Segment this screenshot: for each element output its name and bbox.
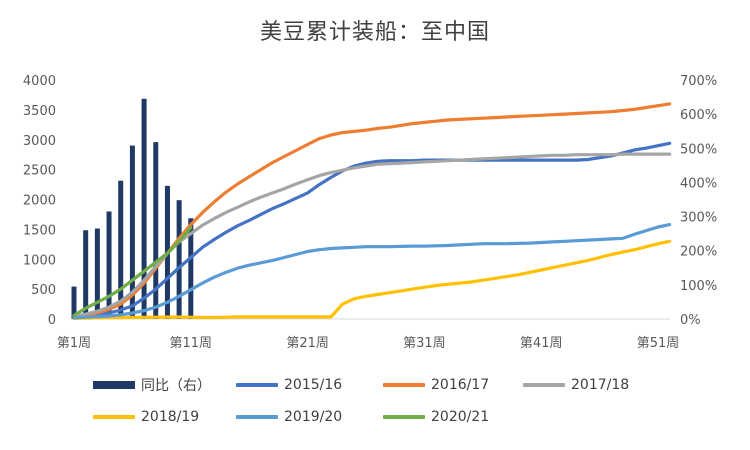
- x-tick-label: 第21周: [286, 336, 329, 351]
- y-left-tick-label: 2000: [23, 194, 56, 209]
- y-right-tick-label: 300%: [680, 211, 717, 226]
- chart-title: 美豆累计装船：至中国: [259, 20, 490, 45]
- y-right-tick-label: 0%: [680, 313, 701, 328]
- legend-label: 2015/16: [284, 377, 343, 393]
- legend-swatch: [523, 383, 565, 387]
- bar-yoy: [129, 145, 135, 319]
- y-left-tick-label: 4000: [23, 74, 56, 89]
- y-left-tick-label: 0: [48, 313, 56, 328]
- legend-item: 同比（右）: [93, 374, 211, 396]
- bar-yoy: [106, 211, 112, 319]
- legend-swatch: [93, 415, 135, 419]
- legend-label: 2016/17: [431, 377, 490, 393]
- bar-yoy: [176, 200, 182, 319]
- bar-yoy: [118, 180, 124, 319]
- bar-yoy: [153, 142, 159, 319]
- y-left-tick-label: 3000: [23, 134, 56, 149]
- legend-label: 同比（右）: [141, 378, 211, 394]
- legend-swatch: [236, 415, 278, 419]
- y-left-tick-label: 1000: [23, 253, 56, 268]
- legend-item: 2016/17: [383, 374, 489, 396]
- series-line-2015-16: [72, 141, 672, 320]
- y-left-tick-label: 500: [31, 283, 56, 298]
- legend-item: 2015/16: [236, 374, 342, 396]
- legend-item: 2018/19: [93, 406, 199, 428]
- y-right-tick-label: 100%: [680, 279, 717, 294]
- y-left-tick-label: 1500: [23, 223, 56, 238]
- y-right-tick-label: 200%: [680, 245, 717, 260]
- legend-swatch: [383, 383, 425, 387]
- legend-swatch: [236, 383, 278, 387]
- x-tick-label: 第31周: [403, 336, 446, 351]
- legend-label: 2019/20: [284, 409, 343, 425]
- y-left-tick-label: 2500: [23, 164, 56, 179]
- legend-item: 2019/20: [236, 406, 342, 428]
- bar-yoy: [71, 286, 77, 319]
- x-tick-label: 第11周: [170, 336, 213, 351]
- legend-swatch: [93, 381, 135, 389]
- series-line-2017-18: [72, 152, 672, 319]
- chart-plot-area: 0 500 1000 1500 2000 2500 3000 3500 4000 0% 100% 20…: [23, 74, 717, 351]
- x-tick-label: 第1周: [57, 336, 91, 351]
- legend-swatch: [383, 415, 425, 419]
- bar-yoy: [188, 218, 194, 319]
- series-line-2018-19: [72, 239, 672, 320]
- bar-yoy: [94, 228, 100, 319]
- legend-label: 2020/21: [431, 409, 490, 425]
- legend-label: 2017/18: [571, 377, 630, 393]
- legend-item: 2020/21: [383, 406, 489, 428]
- series-line-2016-17: [72, 102, 672, 319]
- y-right-tick-label: 500%: [680, 142, 717, 157]
- y-right-tick-label: 600%: [680, 108, 717, 123]
- x-tick-label: 第41周: [520, 336, 563, 351]
- x-tick-label: 第51周: [637, 336, 680, 351]
- chart-legend: 同比（右） 2015/16 2016/17 2017/18 2018/19 2019/20…: [0, 372, 750, 432]
- y-right-tick-label: 700%: [680, 74, 717, 89]
- legend-label: 2018/19: [141, 409, 200, 425]
- bar-yoy: [83, 230, 89, 319]
- bar-yoy: [141, 98, 147, 320]
- series-line-2020-21: [72, 226, 193, 317]
- legend-item: 2017/18: [523, 374, 629, 396]
- y-left-tick-label: 3500: [23, 104, 56, 119]
- y-right-tick-label: 400%: [680, 176, 717, 191]
- series-line-2019-20: [72, 223, 672, 320]
